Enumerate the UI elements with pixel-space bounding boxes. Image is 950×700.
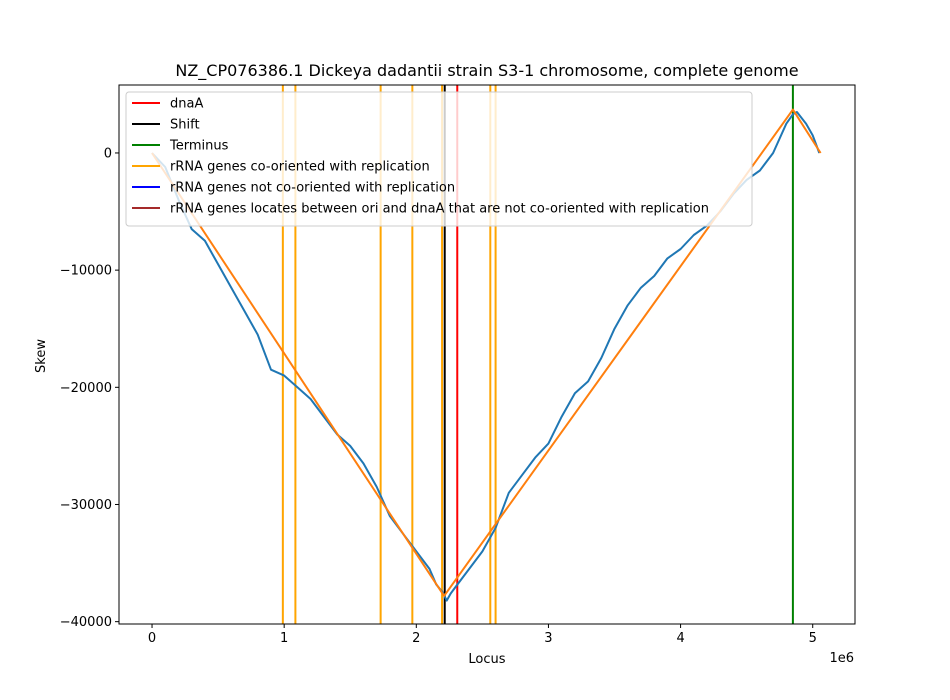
legend-label: Terminus [169, 139, 229, 154]
x-tick-label: 5 [809, 631, 817, 646]
y-axis-label: Skew [34, 339, 49, 373]
x-tick-label: 4 [676, 631, 684, 646]
y-tick-label: −20000 [60, 381, 112, 396]
y-tick-label: −10000 [60, 264, 112, 279]
legend-box [125, 91, 753, 227]
legend-label: rRNA genes locates between ori and dnaA … [170, 202, 709, 217]
x-axis: 0 1 2 3 4 5 [148, 624, 817, 646]
series-line-2 [151, 108, 822, 597]
y-axis: 0 −10000 −20000 −30000 −40000 [60, 146, 119, 630]
axes-frame [118, 84, 856, 625]
y-tick-label: −40000 [60, 615, 112, 630]
legend-label: Shift [170, 118, 200, 133]
x-axis-label: Locus [468, 652, 505, 667]
y-tick-label: 0 [104, 146, 112, 161]
legend-label: dnaA [170, 97, 203, 112]
legend: dnaA Shift Terminus rRNA genes co-oriented … [125, 91, 753, 227]
y-tick-label: −30000 [60, 498, 112, 513]
legend-label: rRNA genes not co-oriented with replicat… [170, 181, 455, 196]
x-axis-offset-label: 1e6 [829, 651, 854, 666]
x-tick-label: 1 [280, 631, 288, 646]
legend-label: rRNA genes co-oriented with replication [170, 160, 430, 175]
x-tick-label: 2 [412, 631, 420, 646]
chart-title: NZ_CP076386.1 Dickeya dadantii strain S3… [175, 61, 798, 81]
x-tick-label: 0 [148, 631, 156, 646]
x-tick-label: 3 [544, 631, 552, 646]
